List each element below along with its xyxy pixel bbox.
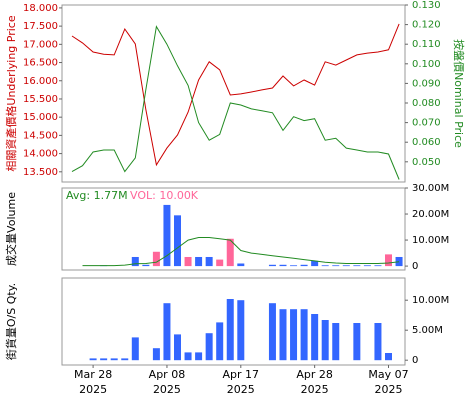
bar: [174, 334, 181, 361]
bar: [290, 309, 298, 361]
bar: [226, 238, 234, 267]
y2-tick-label: 0.060: [412, 137, 441, 148]
y2-axis-title: 按盤價Nominal Price: [452, 39, 466, 148]
bar: [311, 260, 319, 267]
y-tick-label: 17.500: [23, 21, 58, 32]
bar: [353, 265, 361, 267]
bar: [205, 256, 213, 267]
x-tick-label: May 07 2025: [368, 368, 409, 396]
y-tick-label: 30.00M: [412, 183, 449, 194]
bar: [163, 204, 171, 267]
bar: [342, 265, 350, 267]
y-tick-label: 10.00M: [412, 295, 449, 306]
bar: [332, 265, 340, 267]
bar: [131, 337, 139, 361]
bar: [216, 259, 224, 267]
y-tick-label: 15.000: [23, 112, 58, 123]
bar: [184, 352, 192, 361]
bar: [374, 265, 382, 267]
bar: [226, 299, 234, 361]
y2-tick-label: 0.110: [412, 39, 441, 50]
bar: [268, 264, 276, 267]
x-tick-label: Apr 28 2025: [296, 368, 333, 396]
bar: [205, 333, 213, 361]
y2-tick-label: 0.070: [412, 118, 441, 129]
bar: [279, 264, 287, 267]
y-axis-title: 街貨量O/S Qty.: [4, 283, 18, 360]
y-tick-label: 16.500: [23, 58, 58, 69]
y-tick-label: 13.500: [23, 167, 58, 178]
bar: [300, 264, 308, 267]
bar: [363, 265, 371, 267]
y2-tick-label: 0.080: [412, 98, 441, 109]
y2-tick-label: 0.100: [412, 59, 441, 70]
y-tick-label: 15.500: [23, 94, 58, 105]
bar: [311, 314, 319, 361]
x-tick-label: Apr 17 2025: [222, 368, 260, 396]
y2-tick-label: 0.120: [412, 20, 441, 31]
bar: [184, 256, 192, 267]
bar: [142, 264, 150, 267]
bar: [237, 263, 245, 267]
bar: [353, 323, 361, 361]
bar: [237, 300, 245, 361]
bar: [152, 251, 160, 267]
line: [71, 25, 400, 180]
bar: [385, 254, 392, 267]
bar: [174, 215, 181, 267]
x-tick-label: Mar 28 2025: [73, 368, 113, 396]
bar: [268, 303, 276, 361]
y-axis-title: 成交量Volume: [4, 192, 18, 266]
y-tick-label: 18.000: [23, 3, 58, 14]
bar: [332, 323, 340, 361]
bar: [279, 309, 287, 361]
y-tick-label: 20.00M: [412, 209, 449, 220]
bar: [121, 358, 129, 361]
bar: [385, 353, 392, 361]
legend-label: Avg: 1.77M: [66, 189, 128, 202]
legend-label: VOL: 10.00K: [130, 189, 199, 202]
y-axis-title: 相關資產價格Underlying Price: [4, 15, 18, 171]
y-tick-label: 10.00M: [412, 235, 449, 246]
bar: [321, 265, 329, 267]
panel-frame: [61, 4, 406, 183]
y-tick-label: 16.000: [23, 76, 58, 87]
bar: [300, 309, 308, 361]
y2-tick-label: 0.090: [412, 78, 441, 89]
bar: [195, 256, 203, 267]
bar: [195, 352, 203, 361]
y-tick-label: 14.000: [23, 149, 58, 160]
bar: [290, 265, 298, 267]
y-tick-label: 0: [412, 261, 418, 272]
bar: [216, 322, 224, 361]
y2-tick-label: 0.050: [412, 157, 441, 168]
line: [71, 23, 400, 167]
line: [82, 237, 400, 267]
bar: [163, 303, 171, 361]
bar: [321, 320, 329, 361]
x-tick-label: Apr 08 2025: [148, 368, 186, 396]
y-tick-label: 14.500: [23, 130, 58, 141]
bar: [131, 256, 139, 267]
y2-tick-label: 0.130: [412, 0, 441, 11]
bar: [110, 358, 118, 361]
y-tick-label: 5.00M: [412, 325, 443, 336]
bar: [152, 348, 160, 361]
y-tick-label: 17.000: [23, 39, 58, 50]
bar: [374, 323, 382, 361]
bar: [100, 358, 108, 361]
y-tick-label: 0: [412, 355, 418, 366]
bar: [89, 358, 97, 361]
